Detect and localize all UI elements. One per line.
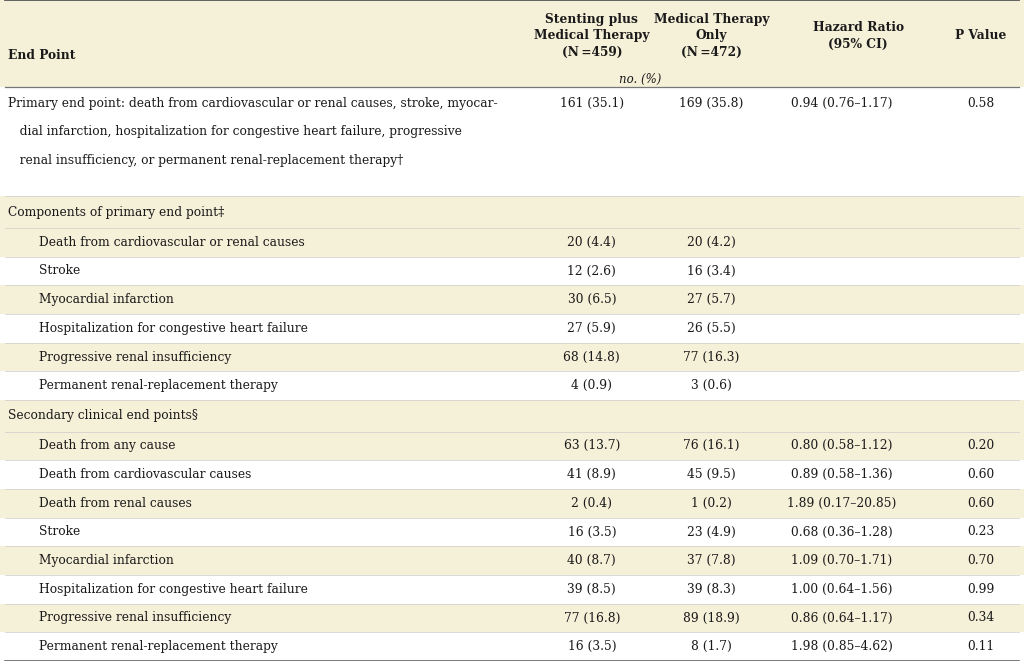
Bar <box>0 400 1024 432</box>
Text: 1.00 (0.64–1.56): 1.00 (0.64–1.56) <box>791 583 893 596</box>
Text: 76 (16.1): 76 (16.1) <box>683 440 740 452</box>
Text: 1.09 (0.70–1.71): 1.09 (0.70–1.71) <box>792 554 892 567</box>
Text: Stroke: Stroke <box>39 264 80 278</box>
Text: 77 (16.8): 77 (16.8) <box>563 611 621 625</box>
Bar <box>0 546 1024 575</box>
Bar <box>0 87 1024 196</box>
Bar <box>0 633 1024 661</box>
Text: 27 (5.7): 27 (5.7) <box>687 293 736 306</box>
Text: 16 (3.5): 16 (3.5) <box>567 525 616 539</box>
Text: 68 (14.8): 68 (14.8) <box>563 350 621 364</box>
Text: 3 (0.6): 3 (0.6) <box>691 379 732 392</box>
Text: 0.58: 0.58 <box>968 97 994 110</box>
Bar <box>0 575 1024 603</box>
Text: 0.34: 0.34 <box>968 611 994 625</box>
Text: 39 (8.5): 39 (8.5) <box>567 583 616 596</box>
Bar <box>0 371 1024 400</box>
Text: 26 (5.5): 26 (5.5) <box>687 322 736 335</box>
Text: 37 (7.8): 37 (7.8) <box>687 554 736 567</box>
Bar <box>0 518 1024 546</box>
Text: 16 (3.4): 16 (3.4) <box>687 264 736 278</box>
Text: Myocardial infarction: Myocardial infarction <box>39 293 174 306</box>
Text: 0.20: 0.20 <box>968 440 994 452</box>
Text: 89 (18.9): 89 (18.9) <box>683 611 740 625</box>
Text: Secondary clinical end points§: Secondary clinical end points§ <box>8 409 198 422</box>
Text: Hospitalization for congestive heart failure: Hospitalization for congestive heart fai… <box>39 322 308 335</box>
Text: 0.80 (0.58–1.12): 0.80 (0.58–1.12) <box>791 440 893 452</box>
Text: no. (%): no. (%) <box>618 73 662 86</box>
Text: 1.89 (0.17–20.85): 1.89 (0.17–20.85) <box>787 497 896 510</box>
Text: 0.23: 0.23 <box>968 525 994 539</box>
Text: 23 (4.9): 23 (4.9) <box>687 525 736 539</box>
Text: Death from any cause: Death from any cause <box>39 440 175 452</box>
Text: 1.98 (0.85–4.62): 1.98 (0.85–4.62) <box>791 640 893 653</box>
Text: 63 (13.7): 63 (13.7) <box>563 440 621 452</box>
Text: Progressive renal insufficiency: Progressive renal insufficiency <box>39 611 231 625</box>
Text: Permanent renal-replacement therapy: Permanent renal-replacement therapy <box>39 379 278 392</box>
Text: Primary end point: death from cardiovascular or renal causes, stroke, myocar-: Primary end point: death from cardiovasc… <box>8 97 498 110</box>
Text: 161 (35.1): 161 (35.1) <box>560 97 624 110</box>
Text: renal insufficiency, or permanent renal-replacement therapy†: renal insufficiency, or permanent renal-… <box>8 154 403 167</box>
Text: 77 (16.3): 77 (16.3) <box>683 350 740 364</box>
Text: 40 (8.7): 40 (8.7) <box>567 554 616 567</box>
Bar <box>0 432 1024 460</box>
Text: 0.60: 0.60 <box>968 497 994 510</box>
Text: 0.94 (0.76–1.17): 0.94 (0.76–1.17) <box>791 97 893 110</box>
Bar <box>0 603 1024 633</box>
Text: 1 (0.2): 1 (0.2) <box>691 497 732 510</box>
Bar <box>0 196 1024 228</box>
Text: Myocardial infarction: Myocardial infarction <box>39 554 174 567</box>
Bar <box>0 228 1024 256</box>
Text: 8 (1.7): 8 (1.7) <box>691 640 732 653</box>
Text: Hazard Ratio
(95% CI): Hazard Ratio (95% CI) <box>813 21 903 51</box>
Text: 45 (9.5): 45 (9.5) <box>687 468 736 481</box>
Bar <box>0 489 1024 518</box>
Text: 16 (3.5): 16 (3.5) <box>567 640 616 653</box>
Text: 0.11: 0.11 <box>968 640 994 653</box>
Text: Death from cardiovascular causes: Death from cardiovascular causes <box>39 468 251 481</box>
Bar <box>0 460 1024 489</box>
Text: dial infarction, hospitalization for congestive heart failure, progressive: dial infarction, hospitalization for con… <box>8 126 462 138</box>
Text: 39 (8.3): 39 (8.3) <box>687 583 736 596</box>
Text: 169 (35.8): 169 (35.8) <box>680 97 743 110</box>
Text: P Value: P Value <box>955 29 1007 42</box>
Text: Components of primary end point‡: Components of primary end point‡ <box>8 206 224 219</box>
Text: 0.68 (0.36–1.28): 0.68 (0.36–1.28) <box>791 525 893 539</box>
Text: 20 (4.2): 20 (4.2) <box>687 236 736 249</box>
Text: Permanent renal-replacement therapy: Permanent renal-replacement therapy <box>39 640 278 653</box>
Text: Stroke: Stroke <box>39 525 80 539</box>
Bar <box>0 342 1024 371</box>
Text: Stenting plus
Medical Therapy
(N =459): Stenting plus Medical Therapy (N =459) <box>535 13 649 59</box>
Text: 27 (5.9): 27 (5.9) <box>567 322 616 335</box>
Text: 0.86 (0.64–1.17): 0.86 (0.64–1.17) <box>791 611 893 625</box>
Text: 0.99: 0.99 <box>968 583 994 596</box>
Text: 4 (0.9): 4 (0.9) <box>571 379 612 392</box>
Text: 41 (8.9): 41 (8.9) <box>567 468 616 481</box>
Text: 20 (4.4): 20 (4.4) <box>567 236 616 249</box>
Text: 30 (6.5): 30 (6.5) <box>567 293 616 306</box>
Bar <box>0 286 1024 314</box>
Text: Medical Therapy
Only
(N =472): Medical Therapy Only (N =472) <box>654 13 769 59</box>
Text: Death from renal causes: Death from renal causes <box>39 497 191 510</box>
Text: 0.89 (0.58–1.36): 0.89 (0.58–1.36) <box>791 468 893 481</box>
Text: Death from cardiovascular or renal causes: Death from cardiovascular or renal cause… <box>39 236 305 249</box>
Text: 12 (2.6): 12 (2.6) <box>567 264 616 278</box>
Text: Hospitalization for congestive heart failure: Hospitalization for congestive heart fai… <box>39 583 308 596</box>
Text: Progressive renal insufficiency: Progressive renal insufficiency <box>39 350 231 364</box>
Text: 2 (0.4): 2 (0.4) <box>571 497 612 510</box>
Text: End Point: End Point <box>8 50 76 62</box>
Bar <box>0 256 1024 286</box>
Text: 0.60: 0.60 <box>968 468 994 481</box>
Bar <box>0 314 1024 342</box>
Text: 0.70: 0.70 <box>968 554 994 567</box>
